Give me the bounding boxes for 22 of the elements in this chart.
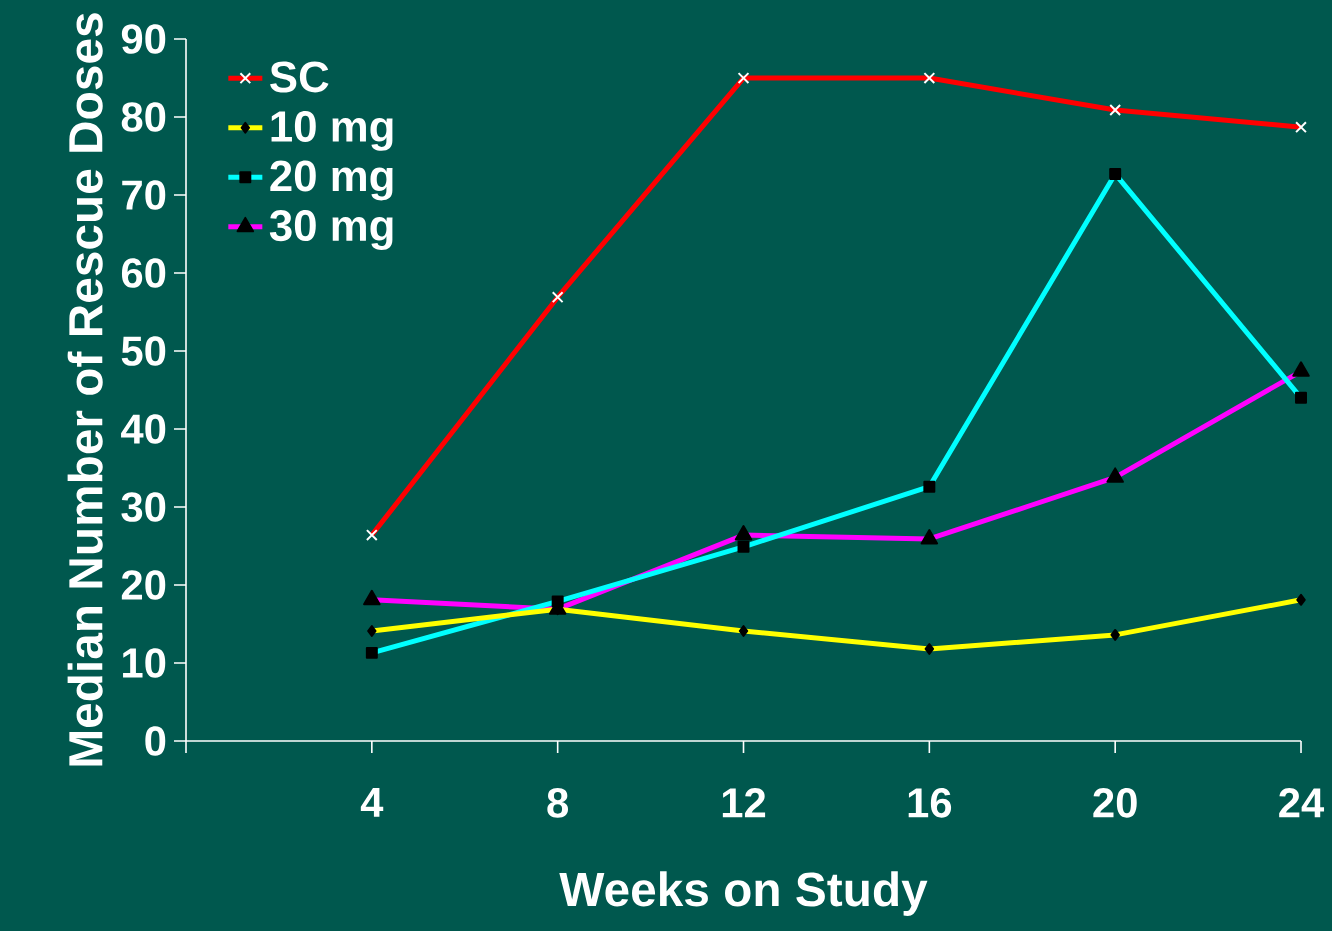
x-tick-label: 8 [547,788,568,818]
x-tick-label: 12 [722,788,766,818]
legend-label: SC [270,61,329,93]
y-tick-label: 80 [121,102,166,132]
y-tick-label: 30 [121,492,166,522]
y-tick-label: 40 [121,414,166,444]
y-tick-label: 50 [121,336,166,366]
legend-label: 20 mg [270,160,393,201]
y-tick-label: 20 [121,570,166,600]
legend-label: 10 mg [271,110,393,151]
y-tick-label: 60 [121,258,166,288]
x-tick-label: 4 [360,788,384,817]
y-tick-label: 10 [123,648,166,678]
y-tick-label: 0 [145,726,166,756]
y-axis-title: Median Number of Rescue Doses [67,13,103,766]
legend-label: 30 mg [269,210,393,250]
x-tick-label: 16 [908,788,952,818]
x-tick-label: 20 [1093,788,1137,818]
x-tick-label: 24 [1279,788,1325,818]
x-axis-title: Weeks on Study [559,871,928,916]
y-tick-label: 70 [122,180,166,210]
y-tick-label: 90 [121,24,166,54]
